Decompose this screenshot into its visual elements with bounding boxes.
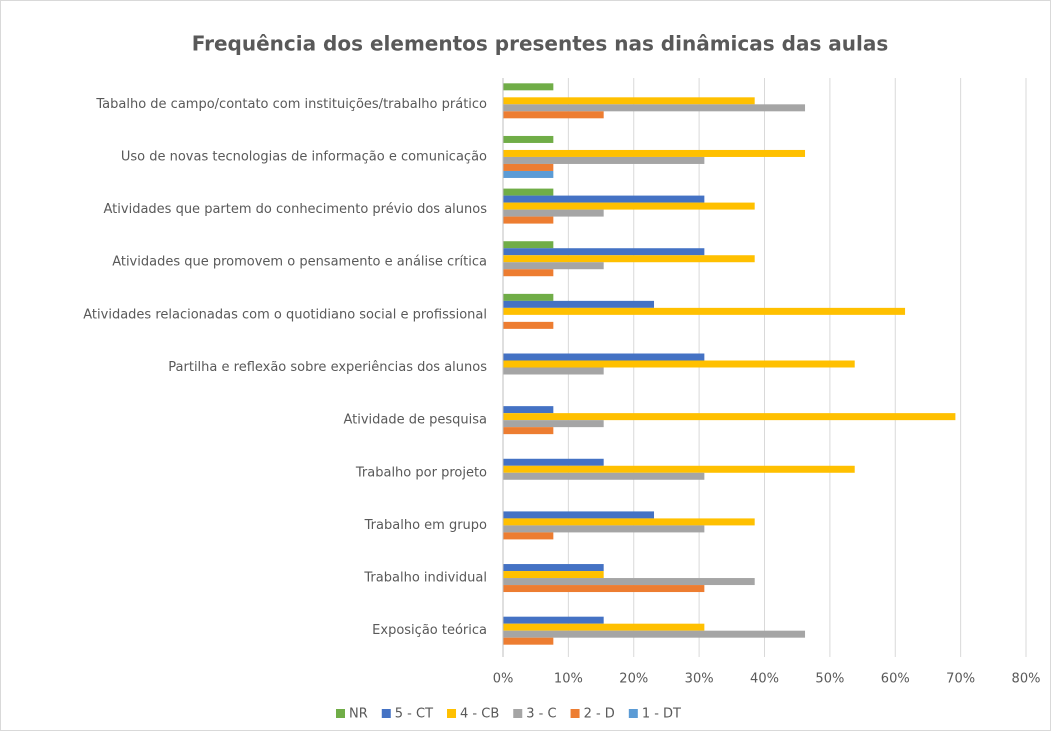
x-tick-label: 50% [815,672,844,687]
bar [503,413,956,421]
y-tick-label: Tabalho de campo/contato com instituiçõe… [95,97,487,112]
bar [503,156,705,164]
bar [503,135,554,143]
bar [503,511,655,519]
legend-swatch [447,709,457,718]
bar [503,170,554,178]
bar [503,353,705,361]
y-tick-label: Trabalho individual [363,571,487,586]
legend-swatch [513,709,523,718]
y-tick-label: Atividade de pesquisa [343,413,487,428]
bar [503,216,554,224]
bar [503,367,604,375]
bar [503,532,554,540]
x-tick-label: 60% [881,672,910,687]
y-tick-label: Atividades relacionadas com o quotidiano… [83,307,487,322]
bar [503,255,755,263]
bar [503,585,705,593]
chart-title: Frequência dos elementos presentes nas d… [192,32,889,56]
bar [503,262,604,270]
x-tick-label: 10% [554,672,583,687]
bar [503,571,604,579]
x-tick-label: 40% [750,672,779,687]
bar [503,458,604,466]
bar [503,209,604,217]
bar [503,241,554,249]
legend-label: 5 - CT [395,707,433,722]
legend-swatch [336,709,345,718]
bar [503,578,755,586]
bar [503,616,604,624]
bar [503,406,554,414]
bar [503,195,705,203]
bar [503,97,755,105]
bar [503,111,604,119]
legend-swatch [628,709,638,718]
bar [503,300,655,308]
bar [503,518,755,526]
bar [503,637,554,645]
bar [503,360,855,368]
legend-label: 2 - D [584,707,615,722]
bar [503,472,705,480]
legend-label: 4 - CB [460,707,499,722]
bar [503,269,554,277]
y-tick-label: Atividades que promovem o pensamento e a… [112,255,487,270]
bar [503,465,855,473]
bar [503,427,554,435]
legend-label: NR [349,707,368,722]
bar [503,188,554,196]
bar [503,564,604,572]
y-tick-label: Partilha e reflexão sobre experiências d… [168,360,487,375]
y-tick-label: Uso de novas tecnologias de informação e… [121,149,487,164]
bar [503,321,554,329]
legend-label: 3 - C [526,707,556,722]
bar [503,202,755,210]
y-tick-label: Trabalho em grupo [364,518,487,533]
y-tick-label: Exposição teórica [372,623,487,638]
bar [503,623,705,631]
bar [503,163,554,171]
legend-swatch [570,709,580,718]
bar [503,525,705,533]
bar [503,104,806,112]
x-tick-label: 80% [1012,672,1041,687]
bar [503,83,554,91]
x-tick-label: 0% [493,672,514,687]
legend-label: 1 - DT [642,707,681,722]
bar [503,293,554,301]
bar [503,420,604,428]
x-tick-label: 30% [685,672,714,687]
bar [503,149,806,157]
y-tick-label: Trabalho por projeto [355,465,487,480]
x-tick-label: 70% [946,672,975,687]
bar [503,630,806,638]
legend-swatch [381,709,391,718]
bar [503,307,906,315]
x-tick-label: 20% [619,672,648,687]
y-tick-label: Atividades que partem do conhecimento pr… [104,202,488,217]
bar [503,248,705,256]
